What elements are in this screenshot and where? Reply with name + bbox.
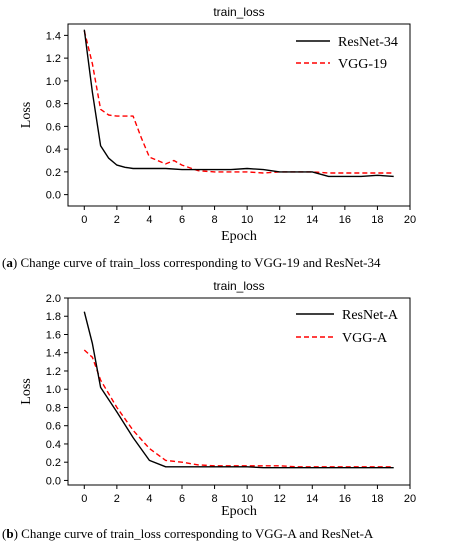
chart-title: train_loss [213, 5, 264, 19]
x-tick-label: 2 [114, 214, 120, 226]
y-tick-label: 1.8 [46, 311, 61, 323]
x-tick-label: 4 [146, 493, 152, 505]
x-tick-label: 10 [241, 214, 253, 226]
chart-title: train_loss [213, 279, 264, 293]
y-tick-label: 0.6 [46, 421, 61, 433]
x-tick-label: 8 [212, 493, 218, 505]
y-tick-label: 1.4 [46, 30, 61, 42]
x-tick-label: 0 [81, 493, 87, 505]
x-tick-label: 12 [274, 493, 286, 505]
caption-b: (b) Change curve of train_loss correspon… [2, 526, 374, 541]
y-tick-label: 0.2 [46, 457, 61, 469]
series-line-resnet-a [83, 311, 394, 469]
x-tick-label: 20 [404, 214, 416, 226]
x-axis-label: Epoch [221, 229, 257, 244]
y-tick-label: 2.0 [46, 293, 61, 305]
x-tick-label: 18 [371, 214, 383, 226]
y-axis-label: Loss [19, 378, 34, 404]
y-tick-label: 0.8 [46, 99, 61, 111]
caption-a-letter: a [6, 255, 13, 270]
chart-a: train_loss 0 2 4 6 8 10 12 14 16 18 20 0.0 0.2 0.4 0.6 0… [19, 5, 416, 244]
y-tick-label: 1.2 [46, 366, 61, 378]
legend-label-resnet-a: ResNet-A [342, 308, 399, 323]
x-axis-label: Epoch [221, 504, 257, 519]
caption-b-letter: b [6, 526, 14, 541]
legend-label-vgg-19: VGG-19 [338, 57, 387, 72]
y-axis-label: Loss [19, 102, 34, 128]
series-line-vgg-19 [83, 30, 394, 174]
x-tick-label: 10 [241, 493, 253, 505]
caption-a: (a) Change curve of train_loss correspon… [2, 255, 381, 270]
y-tick-label: 1.0 [46, 76, 61, 88]
y-tick-label: 0.0 [46, 475, 61, 487]
y-tick-label: 1.4 [46, 348, 61, 360]
x-tick-label: 14 [306, 493, 318, 505]
plot-frame [67, 23, 411, 207]
x-tick-label: 14 [306, 214, 318, 226]
legend-label-vgg-a: VGG-A [342, 331, 388, 346]
series-line-vgg-a [83, 349, 394, 468]
y-tick-label: 1.0 [46, 384, 61, 396]
x-tick-label: 20 [404, 493, 416, 505]
x-tick-label: 16 [339, 214, 351, 226]
caption-b-text: Change curve of train_loss corresponding… [21, 526, 374, 541]
caption-a-text: Change curve of train_loss corresponding… [20, 255, 381, 270]
y-tick-label: 0.8 [46, 402, 61, 414]
x-tick-label: 12 [274, 214, 286, 226]
y-tick-label: 0.4 [46, 439, 61, 451]
plot-frame [67, 297, 411, 486]
y-tick-label: 0.6 [46, 121, 61, 133]
legend-label-resnet-34: ResNet-34 [338, 35, 398, 50]
y-tick-label: 0.4 [46, 144, 61, 156]
y-tick-label: 0.0 [46, 190, 61, 202]
x-tick-label: 6 [179, 214, 185, 226]
y-tick-label: 1.2 [46, 53, 61, 65]
chart-b: train_loss 0 2 4 6 8 10 12 14 16 18 20 0.0 0.2 0.4 0.6 0… [19, 279, 416, 519]
x-tick-label: 0 [81, 214, 87, 226]
x-tick-label: 6 [179, 493, 185, 505]
x-tick-label: 2 [114, 493, 120, 505]
y-tick-label: 1.6 [46, 329, 61, 341]
y-tick-label: 0.2 [46, 167, 61, 179]
series-line-resnet-34 [83, 29, 394, 178]
x-tick-label: 18 [371, 493, 383, 505]
x-tick-label: 16 [339, 493, 351, 505]
x-tick-label: 4 [146, 214, 152, 226]
x-tick-label: 8 [212, 214, 218, 226]
